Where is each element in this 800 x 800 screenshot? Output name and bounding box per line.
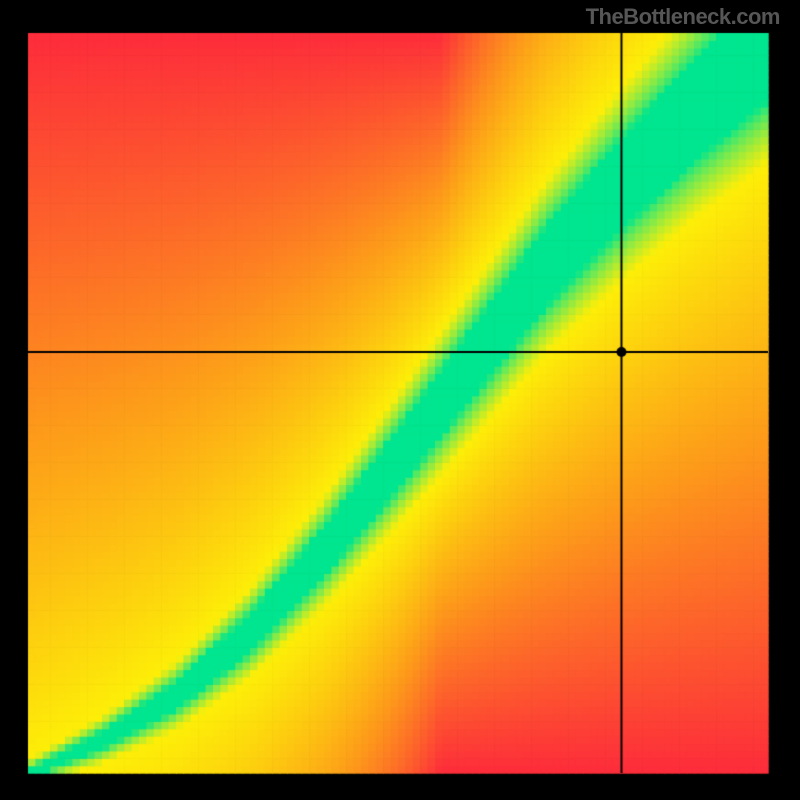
bottleneck-heatmap: [0, 0, 800, 800]
chart-container: { "watermark": { "text": "TheBottleneck.…: [0, 0, 800, 800]
watermark-text: TheBottleneck.com: [586, 4, 780, 30]
